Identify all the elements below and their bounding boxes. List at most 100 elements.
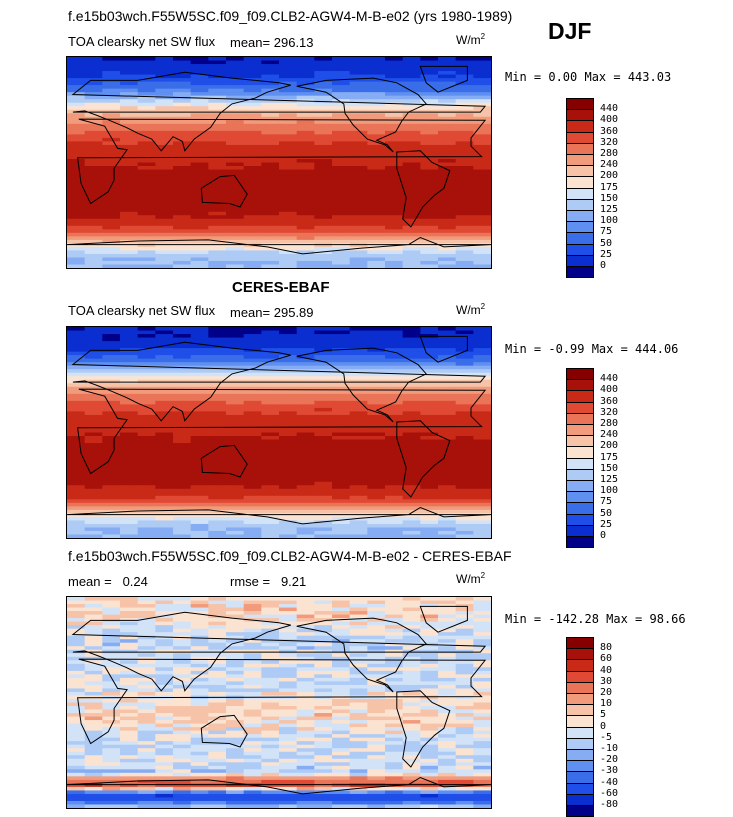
heatmap-cell (314, 432, 333, 437)
heatmap-cell (137, 793, 156, 799)
heatmap-cell (314, 730, 333, 735)
heatmap-cell (120, 772, 139, 777)
heatmap-cell (367, 257, 386, 262)
heatmap-cell (137, 365, 156, 370)
heatmap-cell (261, 656, 280, 661)
heatmap-cell (120, 751, 139, 756)
heatmap-cell (455, 187, 474, 192)
heatmap-cell (349, 769, 368, 774)
heatmap-cell (226, 99, 245, 104)
heatmap-cell (455, 362, 474, 367)
heatmap-cell (279, 635, 298, 640)
heatmap-cell (137, 187, 156, 192)
heatmap-cell (137, 684, 156, 690)
heatmap-cell (296, 481, 315, 486)
heatmap-cell (173, 67, 192, 72)
heatmap-cell (190, 765, 209, 770)
heatmap-cell (296, 625, 315, 630)
heatmap-cell (420, 428, 439, 434)
heatmap-cell (261, 222, 280, 227)
heatmap-cell (173, 776, 192, 781)
heatmap-cell (438, 187, 457, 192)
heatmap-cell (84, 194, 103, 199)
heatmap-cell (367, 453, 386, 458)
heatmap-cell (137, 341, 156, 346)
heatmap-cell (243, 180, 262, 185)
heatmap-cell (279, 527, 298, 532)
heatmap-cell (332, 85, 351, 90)
heatmap-cell (190, 386, 209, 391)
heatmap-cell (438, 243, 457, 248)
heatmap-cell (226, 737, 245, 742)
heatmap-cell (208, 744, 227, 749)
heatmap-cell (367, 155, 386, 160)
heatmap-cell (84, 436, 103, 441)
heatmap-cell (102, 411, 121, 416)
heatmap-cell (137, 88, 156, 93)
heatmap-cell (438, 99, 457, 104)
heatmap-cell (332, 495, 351, 500)
heatmap-cell (455, 151, 474, 157)
heatmap-cell (473, 236, 491, 241)
heatmap-cell (385, 471, 404, 476)
colorbar-tick-label: 125 (600, 474, 619, 485)
heatmap-cell (367, 488, 386, 493)
heatmap-cell (279, 372, 298, 377)
heatmap-cell (420, 727, 439, 732)
heatmap-cell (120, 57, 139, 62)
heatmap-cell (402, 457, 421, 462)
heatmap-cell (455, 246, 474, 252)
heatmap-cell (455, 148, 474, 153)
heatmap-cell (332, 236, 351, 241)
heatmap-cell (120, 597, 139, 602)
heatmap-cell (120, 530, 139, 536)
heatmap-cell (243, 765, 262, 770)
heatmap-cell (420, 376, 439, 381)
heatmap-cell (226, 513, 245, 518)
heatmap-cell (190, 734, 209, 739)
heatmap-cell (438, 162, 457, 167)
heatmap-cell (473, 779, 491, 784)
heatmap-cell (279, 786, 298, 792)
heatmap-cell (367, 208, 386, 213)
heatmap-cell (84, 134, 103, 139)
heatmap-cell (137, 709, 156, 714)
heatmap-cell (120, 113, 139, 118)
heatmap-cell (455, 674, 474, 679)
heatmap-cell (332, 330, 351, 335)
heatmap-cell (173, 123, 192, 128)
heatmap-cell (367, 190, 386, 195)
heatmap-cell (208, 250, 227, 255)
heatmap-cell (226, 797, 245, 802)
heatmap-cell (102, 418, 121, 423)
heatmap-cell (120, 769, 139, 774)
heatmap-cell (279, 646, 298, 651)
heatmap-cell (420, 706, 439, 711)
heatmap-cell (349, 180, 368, 185)
heatmap-cell (385, 341, 404, 346)
heatmap-cell (226, 713, 245, 718)
heatmap-cell (279, 474, 298, 479)
rmse-label: rmse = 9.21 (230, 574, 307, 589)
heatmap-cell (84, 400, 103, 405)
heatmap-cell (420, 730, 439, 735)
heatmap-cell (420, 527, 439, 532)
heatmap-cell (120, 523, 139, 529)
heatmap-cell (314, 460, 333, 465)
heatmap-cell (420, 88, 439, 93)
heatmap-cell (155, 492, 174, 497)
heatmap-cell (208, 457, 227, 462)
heatmap-cell (173, 362, 192, 367)
heatmap-cell (438, 264, 457, 268)
heatmap-cell (402, 432, 421, 437)
heatmap-cell (102, 57, 121, 62)
heatmap-cell (155, 460, 174, 465)
heatmap-cell (102, 218, 121, 223)
heatmap-cell (137, 201, 156, 206)
heatmap-cell (438, 201, 457, 206)
heatmap-cell (349, 358, 368, 363)
heatmap-cell (279, 681, 298, 686)
heatmap-cell (332, 804, 351, 808)
heatmap-cell (120, 674, 139, 679)
heatmap-cell (279, 376, 298, 381)
